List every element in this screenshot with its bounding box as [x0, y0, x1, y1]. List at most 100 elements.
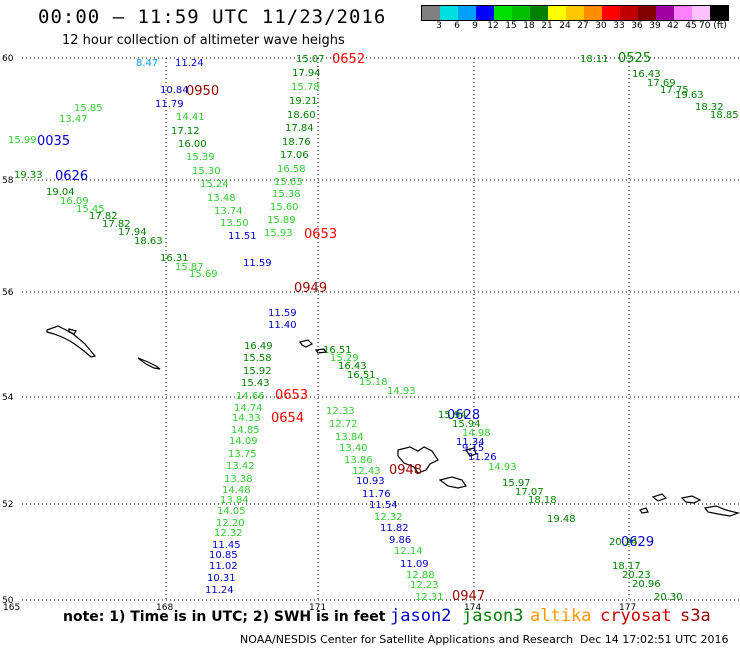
wave-height-label: 8.47: [136, 58, 158, 69]
wave-height-label: 17.75: [660, 85, 689, 96]
wave-height-label: 13.75: [228, 449, 257, 460]
wave-height-label: 14.93: [488, 462, 517, 473]
lat-label: 60: [2, 54, 14, 64]
color-tick-label: 15: [505, 21, 517, 31]
wave-height-label: 11.26: [468, 452, 497, 463]
wave-height-label: 17.94: [292, 68, 321, 79]
color-tick-label: 3: [436, 21, 442, 31]
wave-height-label: 16.43: [338, 361, 367, 372]
wave-height-label: 14.48: [222, 485, 251, 496]
wave-height-label: 17.82: [89, 211, 118, 222]
wave-height-label: 14.93: [387, 386, 416, 397]
wave-height-label: 10.31: [207, 573, 236, 584]
wave-height-label: 18.60: [287, 110, 316, 121]
color-swatch: [710, 6, 728, 20]
color-swatch: [440, 6, 458, 20]
color-swatch: [476, 6, 494, 20]
lon-label: 174: [464, 603, 481, 613]
wave-height-label: 15.69: [189, 269, 218, 280]
color-swatch: [548, 6, 566, 20]
legend-jason2: jason2: [390, 606, 452, 626]
wave-height-label: 11.54: [369, 500, 398, 511]
map-title: 00:00 – 11:59 UTC 11/23/2016: [38, 6, 387, 28]
legend-cryosat: cryosat: [600, 606, 672, 626]
color-tick-label: 24: [559, 21, 571, 31]
wave-height-label: 15.07: [296, 54, 325, 65]
wave-height-label: 20.23: [622, 570, 651, 581]
pass-time-label: 0653: [275, 388, 308, 403]
wave-height-label: 11.82: [380, 523, 409, 534]
wave-height-label: 14.09: [229, 436, 258, 447]
wave-height-label: 15.85: [74, 103, 103, 114]
wave-height-label: 14.66: [236, 391, 265, 402]
wave-height-label: 17.84: [285, 123, 314, 134]
color-scale-bar: [421, 5, 729, 21]
wave-height-label: 9.15: [462, 443, 484, 454]
wave-height-label: 15.78: [291, 82, 320, 93]
color-swatch: [602, 6, 620, 20]
wave-height-label: 18.76: [282, 137, 311, 148]
pinnacle-island: [137, 357, 161, 370]
footer-note: note: 1) Time is in UTC; 2) SWH is in fe…: [63, 609, 386, 625]
color-tick-label: 21: [541, 21, 553, 31]
color-tick-label: 9: [472, 21, 478, 31]
wave-height-label: 10.93: [356, 476, 385, 487]
credits-text: NOAA/NESDIS Center for Satellite Applica…: [240, 633, 574, 646]
hall-island: [68, 328, 77, 335]
wave-height-label: 15.92: [243, 366, 272, 377]
st-matthew-island: [46, 325, 97, 358]
color-tick-label: 39: [649, 21, 661, 31]
wave-height-label: 15.38: [272, 189, 301, 200]
color-tick-label: 36: [631, 21, 643, 31]
wave-height-label: 11.34: [456, 437, 485, 448]
color-swatch: [692, 6, 710, 20]
wave-height-label: 14.05: [217, 506, 246, 517]
wave-height-label: 14.85: [231, 425, 260, 436]
wave-height-label: 10.84: [160, 85, 189, 96]
wave-height-label: 16.51: [323, 345, 352, 356]
wave-height-label: 11.45: [212, 540, 241, 551]
wave-height-label: 14.98: [462, 428, 491, 439]
wave-height-label: 19.33: [14, 170, 43, 181]
wave-height-label: 15.99: [8, 135, 37, 146]
color-tick-label: 6: [454, 21, 460, 31]
wave-height-label: 15.24: [200, 179, 229, 190]
wave-height-label: 13.50: [220, 218, 249, 229]
wave-height-label: 18.11: [580, 54, 609, 65]
wave-height-label: 15.29: [330, 353, 359, 364]
wave-height-label: 20.30: [654, 592, 683, 603]
wave-height-label: 13.86: [344, 455, 373, 466]
color-tick-label: 12: [487, 21, 499, 31]
wave-height-label: 17.82: [102, 219, 131, 230]
lon-label: 171: [309, 603, 326, 613]
wave-height-label: 11.24: [205, 585, 234, 596]
wave-height-label: 19.21: [289, 96, 318, 107]
pass-time-label: 0652: [332, 52, 365, 67]
pass-time-label: 0626: [55, 169, 88, 184]
color-swatch: [638, 6, 656, 20]
pass-time-label: 0949: [294, 281, 327, 296]
wave-height-label: 10.85: [209, 550, 238, 561]
wave-height-label: 13.38: [224, 474, 253, 485]
wave-height-label: 17.07: [515, 487, 544, 498]
pass-time-label: 0035: [37, 134, 70, 149]
pass-time-label: 0628: [447, 408, 480, 423]
wave-height-label: 19.48: [547, 514, 576, 525]
pribilof-st-george: [314, 348, 328, 354]
wave-height-label: 15.94: [452, 419, 481, 430]
wave-height-label: 11.59: [268, 308, 297, 319]
color-swatch: [584, 6, 602, 20]
wave-height-label: 15.63: [274, 177, 303, 188]
wave-height-label: 15.97: [502, 478, 531, 489]
wave-height-label: 12.14: [394, 546, 423, 557]
wave-height-label: 16.43: [632, 69, 661, 80]
wave-height-label: 11.79: [155, 99, 184, 110]
small-island: [639, 507, 649, 514]
wave-height-label: 13.48: [207, 193, 236, 204]
wave-height-label: 18.32: [695, 102, 724, 113]
pass-time-label: 0947: [452, 589, 485, 604]
atka-island: [680, 495, 702, 504]
wave-height-label: 16.49: [244, 341, 273, 352]
pribilof-st-paul: [299, 339, 314, 348]
